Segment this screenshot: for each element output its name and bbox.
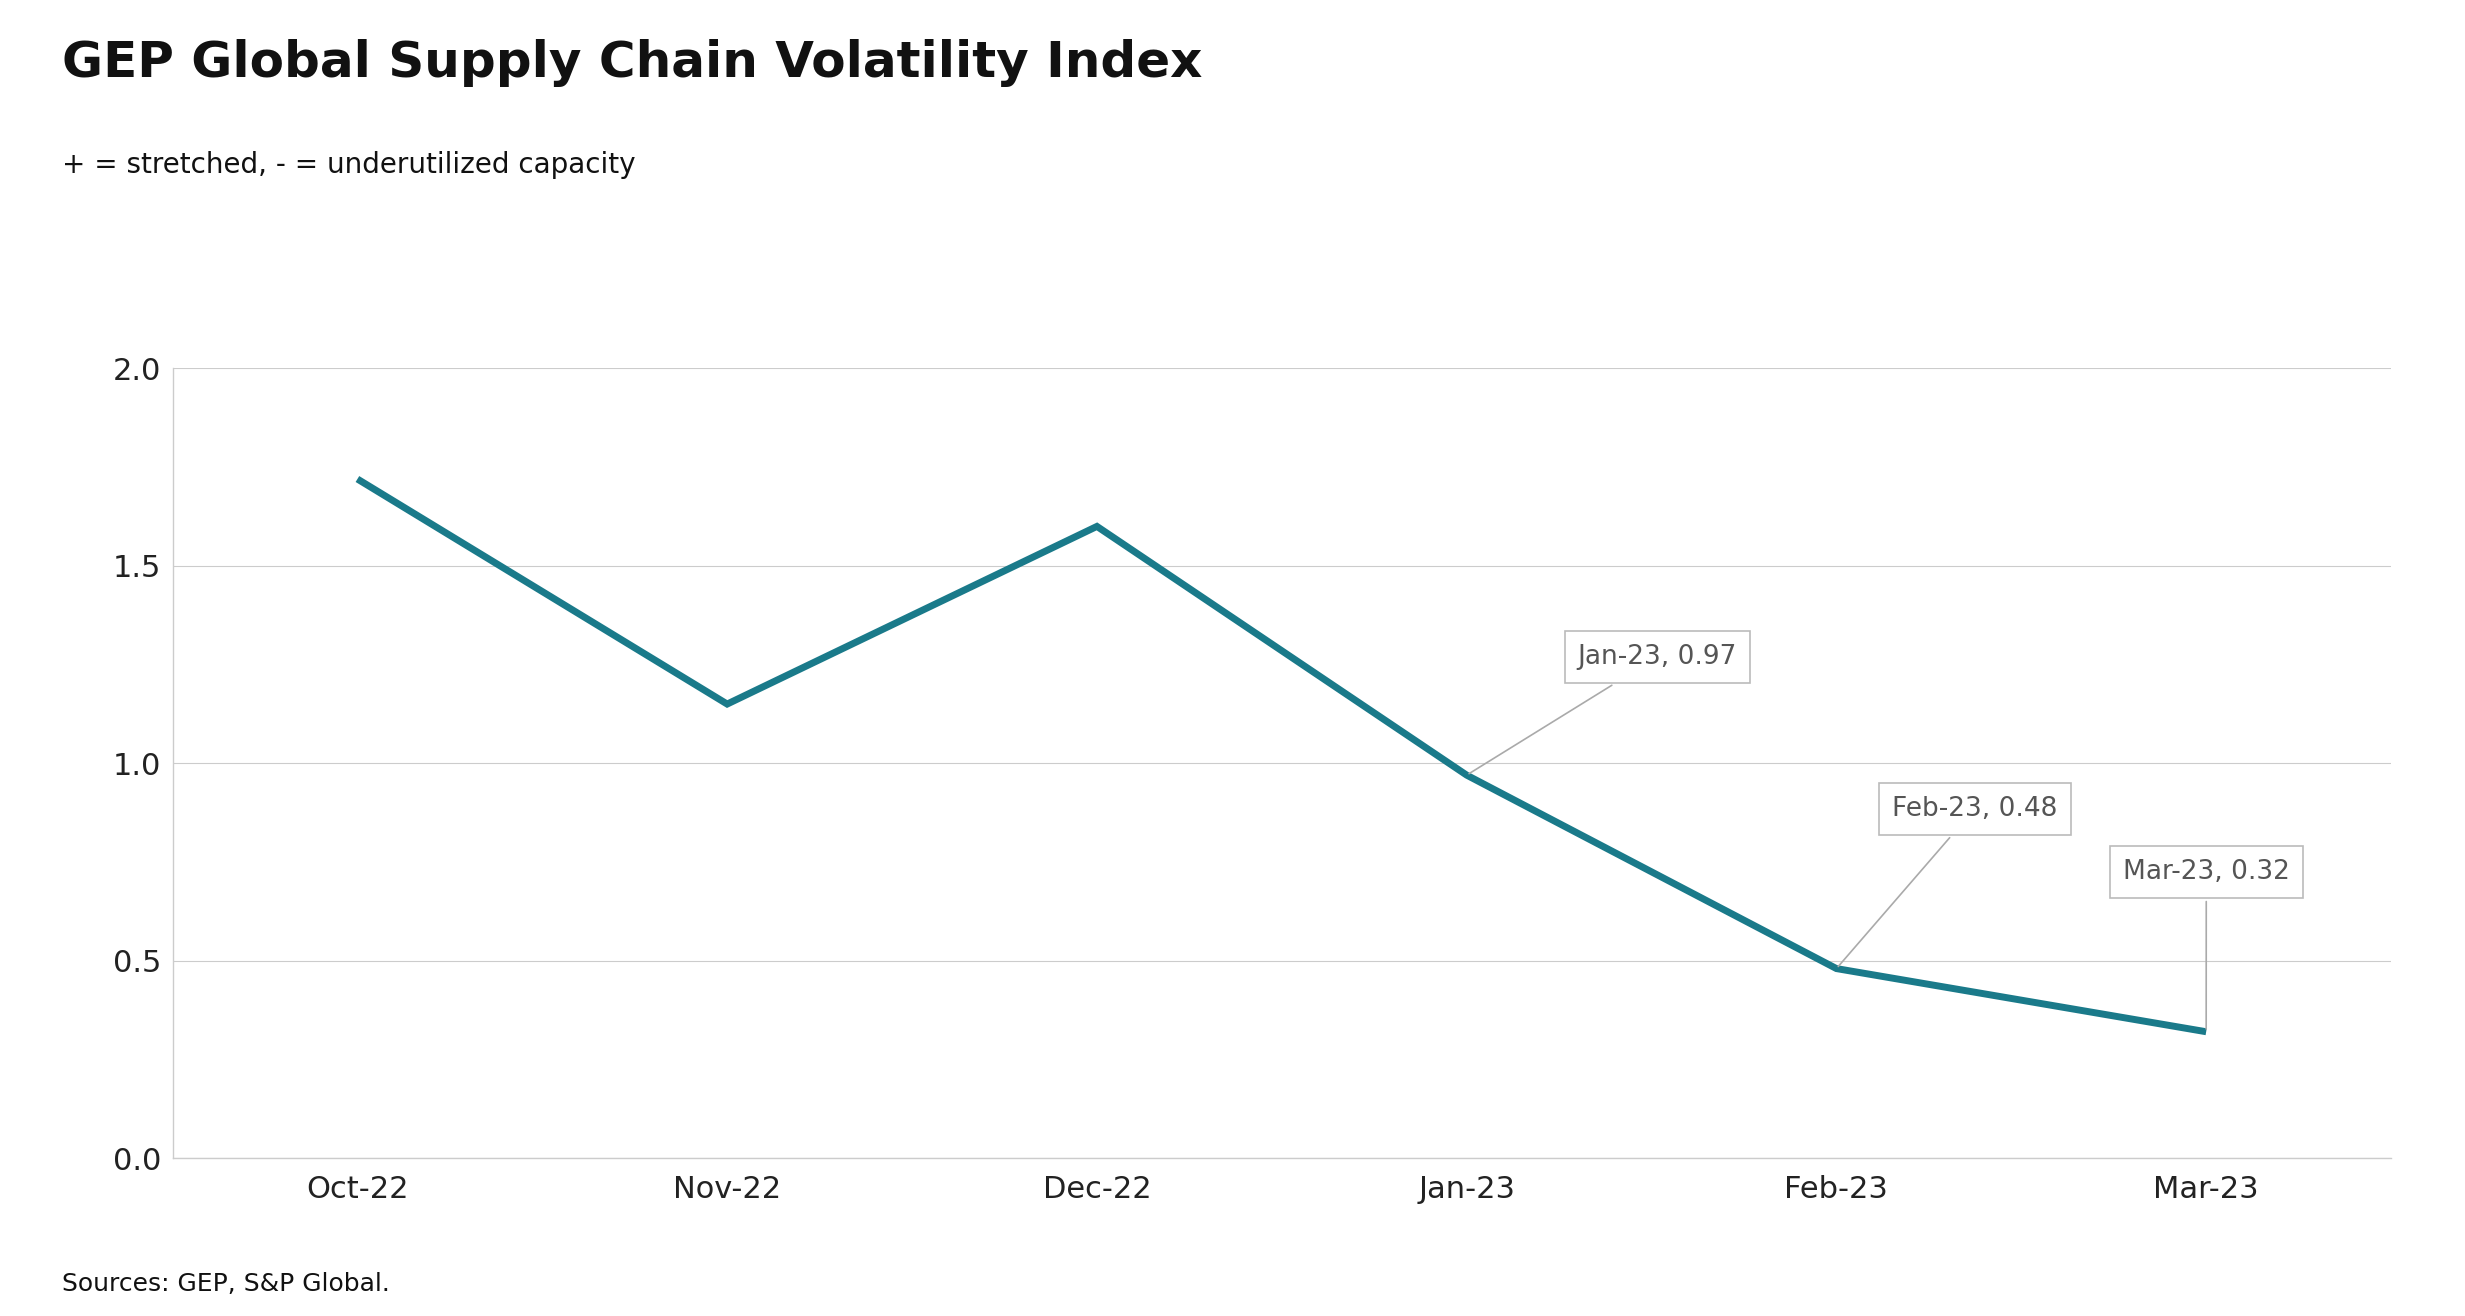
Text: Jan-23, 0.97: Jan-23, 0.97 [1469, 644, 1738, 774]
Text: Mar-23, 0.32: Mar-23, 0.32 [2122, 859, 2290, 1029]
Text: + = stretched, - = underutilized capacity: + = stretched, - = underutilized capacit… [62, 151, 636, 179]
Text: Feb-23, 0.48: Feb-23, 0.48 [1839, 796, 2058, 966]
Text: Sources: GEP, S&P Global.: Sources: GEP, S&P Global. [62, 1273, 389, 1296]
Text: GEP Global Supply Chain Volatility Index: GEP Global Supply Chain Volatility Index [62, 39, 1203, 87]
